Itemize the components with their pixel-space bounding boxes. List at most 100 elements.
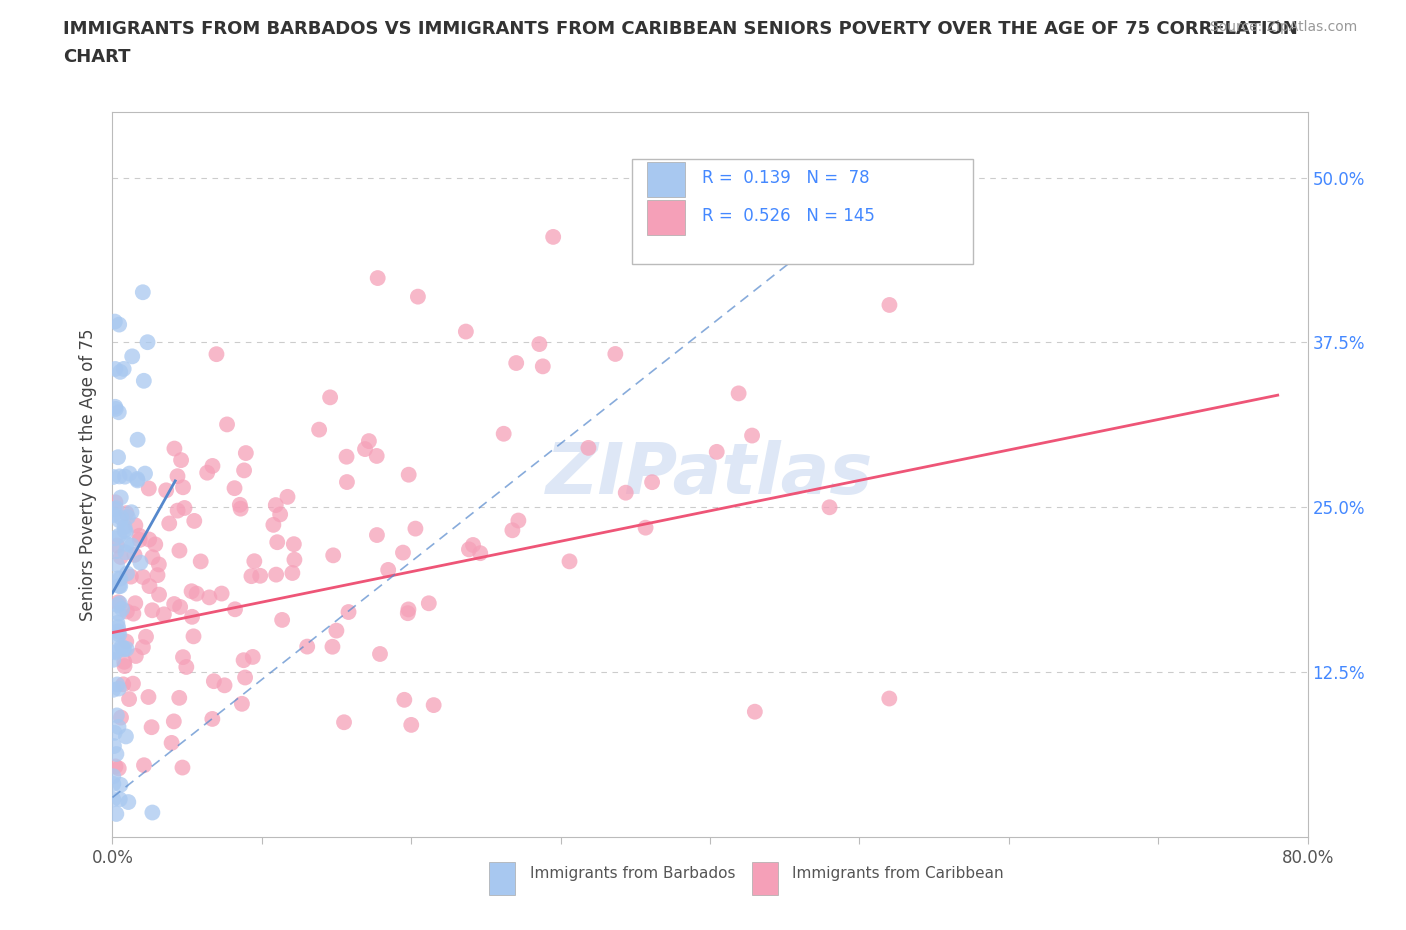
Point xyxy=(128,528,150,543)
Point xyxy=(138,578,160,593)
Point xyxy=(418,596,440,611)
Bar xyxy=(647,200,685,235)
Point xyxy=(110,578,132,593)
Point xyxy=(112,362,135,377)
Point xyxy=(105,747,128,762)
Point xyxy=(233,463,256,478)
Point xyxy=(406,289,429,304)
Point xyxy=(105,806,128,821)
Point xyxy=(283,552,305,567)
Point xyxy=(201,711,224,726)
Point xyxy=(105,629,128,644)
Point xyxy=(281,565,304,580)
Point xyxy=(114,658,136,673)
Point xyxy=(148,587,170,602)
Point xyxy=(103,791,125,806)
Point xyxy=(105,616,128,631)
Point xyxy=(107,720,129,735)
Point xyxy=(461,538,484,552)
Text: CHART: CHART xyxy=(63,48,131,66)
Point xyxy=(141,805,163,820)
Point xyxy=(276,489,298,504)
Point xyxy=(122,606,145,621)
Point xyxy=(205,347,228,362)
Point xyxy=(422,698,444,712)
Point xyxy=(264,498,287,512)
Point xyxy=(634,520,657,535)
Point xyxy=(104,362,127,377)
Point xyxy=(108,513,131,528)
Point xyxy=(180,584,202,599)
Point xyxy=(114,545,136,560)
Point xyxy=(138,689,160,704)
Point xyxy=(141,550,163,565)
Point xyxy=(366,527,388,542)
Point xyxy=(283,537,305,551)
Point xyxy=(108,596,131,611)
Point xyxy=(110,490,132,505)
Point xyxy=(172,650,194,665)
Point xyxy=(201,458,224,473)
Point xyxy=(160,736,183,751)
Point xyxy=(107,619,129,634)
Point xyxy=(138,532,160,547)
Point xyxy=(396,605,419,620)
Point xyxy=(108,791,131,806)
Point xyxy=(127,432,149,447)
Point xyxy=(105,677,128,692)
Point xyxy=(396,602,419,617)
Point xyxy=(357,433,380,448)
Point xyxy=(107,761,129,776)
Text: Immigrants from Barbados: Immigrants from Barbados xyxy=(530,866,735,881)
FancyBboxPatch shape xyxy=(633,159,973,264)
Point xyxy=(112,523,135,538)
Point xyxy=(115,729,138,744)
Point xyxy=(266,535,288,550)
Point xyxy=(166,469,188,484)
Point xyxy=(224,602,246,617)
Point xyxy=(125,648,148,663)
Point xyxy=(124,548,146,563)
Point xyxy=(111,639,134,654)
Point xyxy=(110,550,132,565)
Point xyxy=(454,325,477,339)
Text: Immigrants from Caribbean: Immigrants from Caribbean xyxy=(793,866,1004,881)
Point xyxy=(167,690,190,705)
Point xyxy=(531,359,554,374)
Point xyxy=(110,777,132,792)
Point xyxy=(614,485,637,500)
Bar xyxy=(752,862,778,895)
Point xyxy=(134,466,156,481)
Point xyxy=(121,349,143,364)
Point xyxy=(163,441,186,456)
Point xyxy=(103,470,125,485)
Point xyxy=(176,659,198,674)
Point xyxy=(186,586,208,601)
Point xyxy=(183,629,205,644)
Point xyxy=(132,758,155,773)
Point xyxy=(136,335,159,350)
Point xyxy=(879,298,901,312)
Point xyxy=(377,563,399,578)
Point xyxy=(706,445,728,459)
Point xyxy=(141,720,163,735)
Point xyxy=(169,543,191,558)
Point xyxy=(127,473,149,488)
Point xyxy=(138,481,160,496)
Point xyxy=(112,642,135,657)
Point xyxy=(114,525,136,539)
Point xyxy=(115,634,138,649)
Point xyxy=(112,677,135,692)
Point xyxy=(115,506,138,521)
Point xyxy=(173,500,195,515)
Point xyxy=(233,671,256,685)
Point xyxy=(103,777,125,791)
Point xyxy=(108,606,131,621)
Point xyxy=(115,604,138,618)
Point xyxy=(558,554,581,569)
Point xyxy=(118,692,141,707)
Point xyxy=(110,571,132,586)
Point xyxy=(325,623,347,638)
Point xyxy=(335,449,357,464)
Point xyxy=(115,537,138,551)
